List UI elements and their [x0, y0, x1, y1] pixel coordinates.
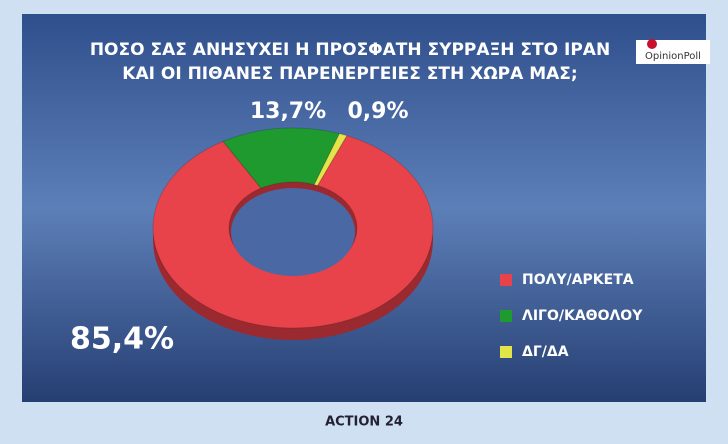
logo: OpinionPoll: [645, 51, 701, 62]
legend-swatch: [500, 274, 512, 286]
donut-hole: [231, 188, 355, 276]
channel-logo: ACTION 24: [325, 415, 403, 430]
legend-swatch: [500, 346, 512, 358]
legend-label: ΠΟΛΥ/ΑΡΚΕΤΑ: [522, 272, 634, 288]
data-label: 0,9%: [347, 99, 408, 124]
title-line: ΚΑΙ ΟΙ ΠΙΘΑΝΕΣ ΠΑΡΕΝΕΡΓΕΙΕΣ ΣΤΗ ΧΩΡΑ ΜΑΣ…: [122, 64, 577, 84]
donut-slice: [313, 133, 348, 187]
legend-label: ΛΙΓΟ/ΚΑΘΟΛΟΥ: [522, 308, 643, 324]
data-label: 85,4%: [70, 322, 174, 357]
data-label: 13,7%: [250, 99, 326, 124]
title-line: ΠΟΣΟ ΣΑΣ ΑΝΗΣΥΧΕΙ Η ΠΡΟΣΦΑΤΗ ΣΥΡΡΑΞΗ ΣΤΟ…: [90, 40, 610, 60]
donut-slice: [222, 127, 341, 189]
logo-icon: [647, 39, 657, 49]
legend-label: ΔΓ/ΔΑ: [522, 344, 569, 360]
legend-swatch: [500, 310, 512, 322]
